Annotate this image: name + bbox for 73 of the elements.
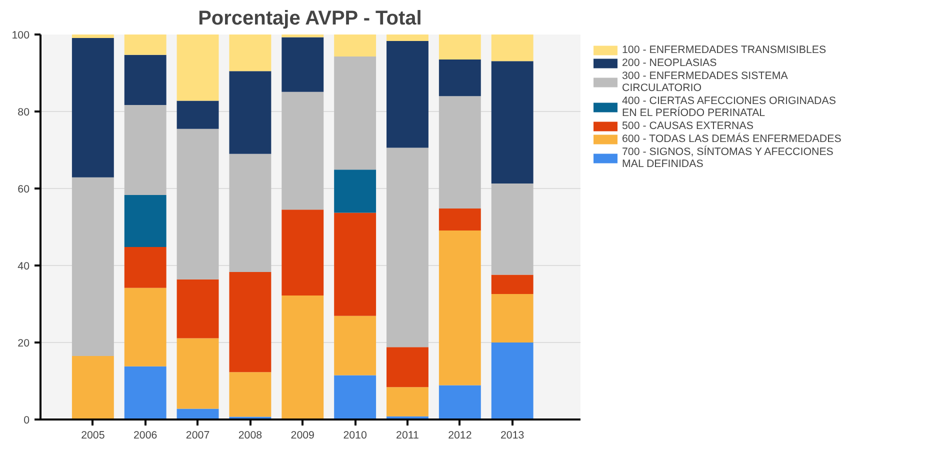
bar	[124, 195, 166, 248]
bar	[491, 183, 534, 275]
bar	[386, 34, 428, 42]
bar	[491, 61, 534, 184]
bar	[229, 71, 272, 154]
bar	[386, 347, 428, 388]
legend-label: 300 - ENFERMEDADES SISTEMA CIRCULATORIO	[622, 70, 788, 94]
bar	[334, 212, 376, 316]
y-tick-label: 80	[18, 106, 30, 118]
y-tick-label: 40	[18, 260, 30, 272]
x-tick-label: 2013	[500, 430, 524, 442]
y-tick-label: 0	[24, 414, 30, 426]
bar	[72, 177, 114, 356]
bar	[491, 342, 534, 420]
bar	[334, 34, 376, 56]
bar	[124, 366, 166, 420]
bar	[491, 294, 534, 342]
bar	[176, 128, 219, 280]
bar	[334, 56, 376, 170]
bar	[386, 148, 428, 348]
x-tick-label: 2011	[396, 430, 420, 442]
bar	[334, 316, 376, 376]
bar	[176, 100, 219, 129]
bar	[438, 385, 481, 420]
y-tick-label: 100	[12, 30, 30, 42]
x-tick-label: 2012	[448, 430, 472, 442]
bar	[176, 34, 219, 101]
bar	[176, 338, 219, 409]
bar	[72, 38, 114, 178]
x-tick-label: 2005	[81, 430, 105, 442]
bar	[438, 96, 481, 209]
y-tick-label: 60	[18, 184, 30, 196]
x-tick-label: 2007	[186, 430, 210, 442]
bar	[438, 230, 481, 386]
bar	[282, 210, 324, 296]
legend-label: 500 - CAUSAS EXTERNAS	[622, 120, 754, 132]
legend-label: 600 - TODAS LAS DEMÁS ENFERMEDADES	[622, 133, 842, 145]
bar	[124, 247, 166, 288]
bar	[282, 34, 324, 38]
bar	[282, 92, 324, 210]
bar	[438, 208, 481, 230]
legend-label: 700 - SIGNOS, SÍNTOMAS Y AFECCIONES MAL DEFINIDAS	[622, 146, 834, 170]
x-tick-label: 2006	[134, 430, 158, 442]
bar	[124, 54, 166, 105]
legend-label: 200 - NEOPLASIAS	[622, 57, 717, 69]
bar	[386, 41, 428, 148]
bar	[72, 34, 114, 38]
bar	[124, 288, 166, 366]
bar	[491, 274, 534, 294]
legend-label: 400 - CIERTAS AFECCIONES ORIGINADAS EN EL PERÍODO PERINATAL	[622, 95, 836, 119]
y-tick-label: 20	[18, 338, 30, 350]
bar	[176, 408, 219, 420]
bar	[229, 372, 272, 417]
bar	[334, 170, 376, 213]
bar	[334, 375, 376, 420]
bar	[282, 37, 324, 92]
bar	[491, 34, 534, 62]
chart-title: Porcentaje AVPP - Total	[198, 8, 422, 30]
bar	[229, 154, 272, 272]
bar	[124, 34, 166, 55]
x-tick-label: 2009	[290, 430, 315, 442]
bar	[176, 279, 219, 338]
bar	[124, 104, 166, 196]
bar	[72, 356, 114, 420]
bar	[229, 272, 272, 372]
bar	[438, 34, 481, 60]
bar	[229, 34, 272, 72]
legend-label: 100 - ENFERMEDADES TRANSMISIBLES	[622, 44, 826, 56]
x-tick-label: 2008	[238, 430, 262, 442]
bar	[386, 387, 428, 416]
x-tick-label: 2010	[343, 430, 367, 442]
bar	[438, 60, 481, 96]
bar	[282, 296, 324, 420]
